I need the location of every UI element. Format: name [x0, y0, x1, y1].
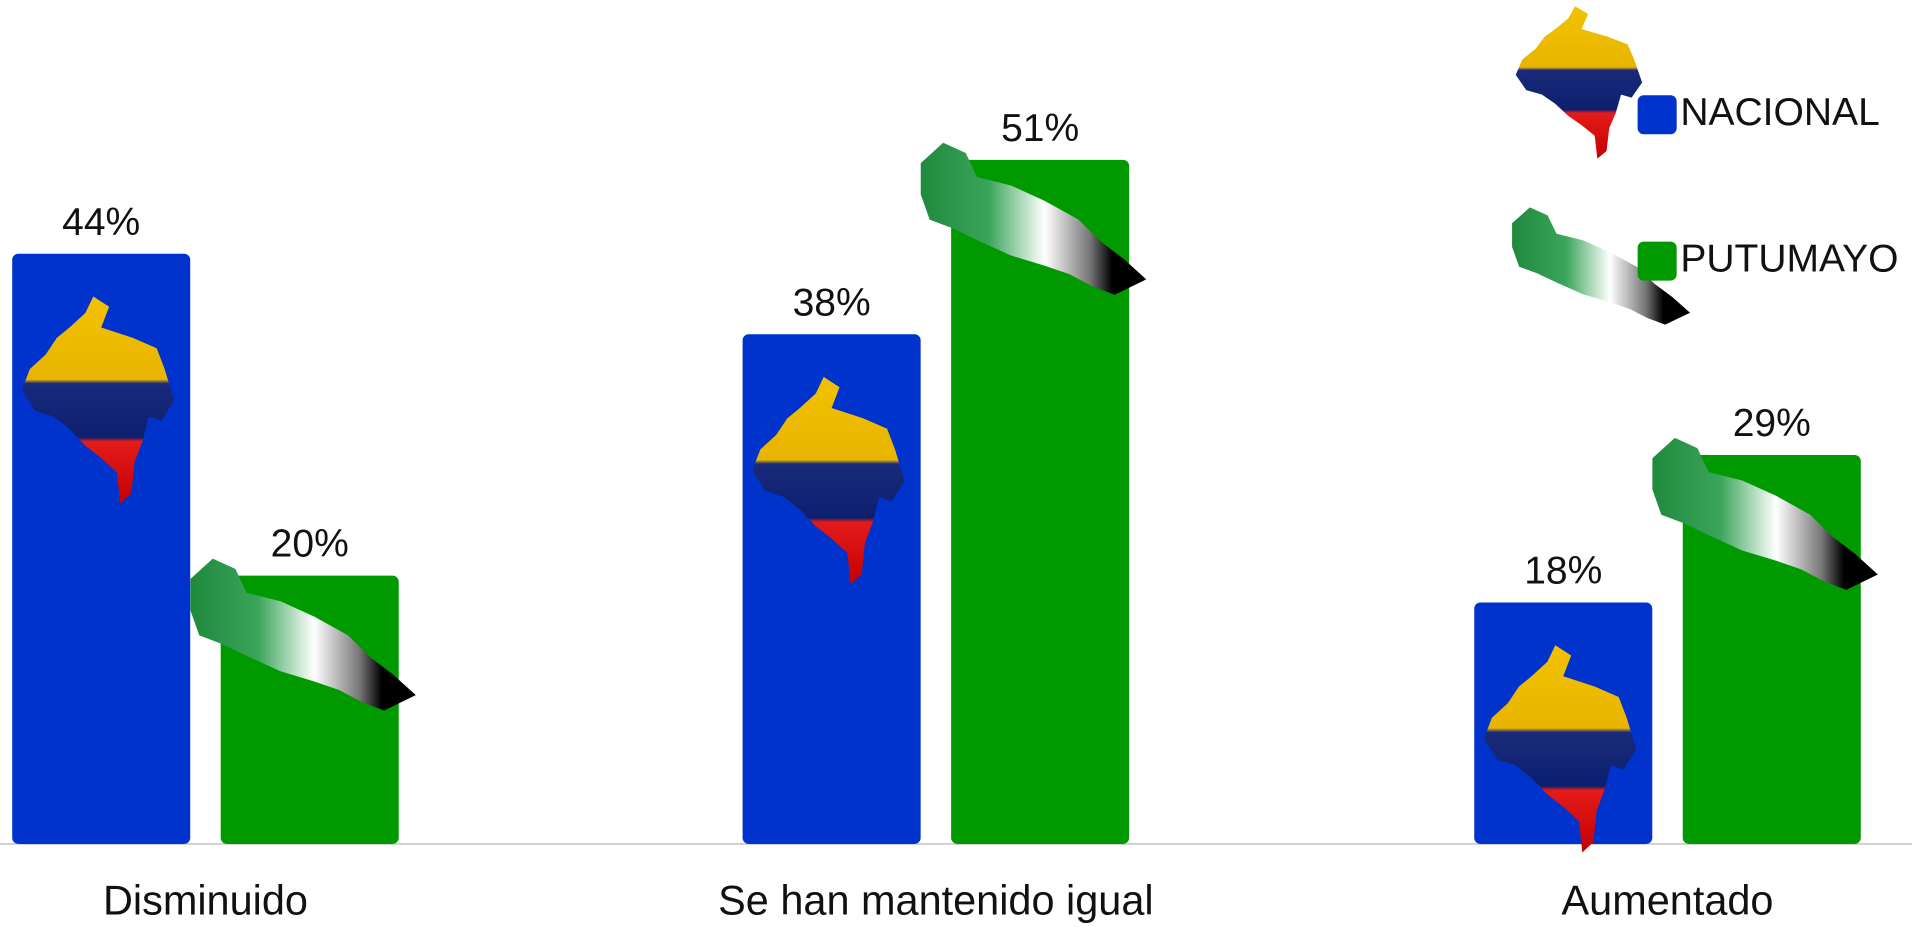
x-tick-label: Disminuido: [103, 877, 308, 924]
legend-label: NACIONAL: [1680, 91, 1879, 134]
colombia-map-icon: [752, 376, 905, 585]
map-shape: [1512, 207, 1691, 325]
value-label: 51%: [1001, 107, 1079, 150]
map-shape: [920, 142, 1147, 295]
legend-swatch: [1637, 241, 1677, 281]
bar: [951, 159, 1130, 844]
value-label: 44%: [62, 201, 140, 244]
x-tick-label: Aumentado: [1562, 877, 1774, 924]
map-shape: [21, 296, 175, 504]
colombia-map-icon: [1515, 6, 1643, 159]
map-shape: [190, 558, 416, 711]
map-shape: [1483, 645, 1637, 853]
putumayo-map-icon: [920, 142, 1147, 295]
putumayo-map-icon: [1512, 207, 1691, 325]
map-shape: [752, 376, 905, 585]
x-tick-label: Se han mantenido igual: [718, 877, 1153, 924]
legend-label: PUTUMAYO: [1680, 237, 1898, 280]
putumayo-map-icon: [190, 558, 416, 711]
value-label: 29%: [1733, 402, 1811, 445]
value-label: 38%: [793, 281, 871, 324]
map-shape: [1652, 437, 1878, 590]
map-shape: [1515, 6, 1643, 159]
legend-swatch: [1637, 95, 1677, 135]
putumayo-map-icon: [1652, 437, 1878, 590]
value-label: 20%: [271, 523, 349, 566]
value-label: 18%: [1524, 550, 1602, 593]
colombia-map-icon: [21, 296, 175, 504]
colombia-map-icon: [1483, 645, 1637, 853]
